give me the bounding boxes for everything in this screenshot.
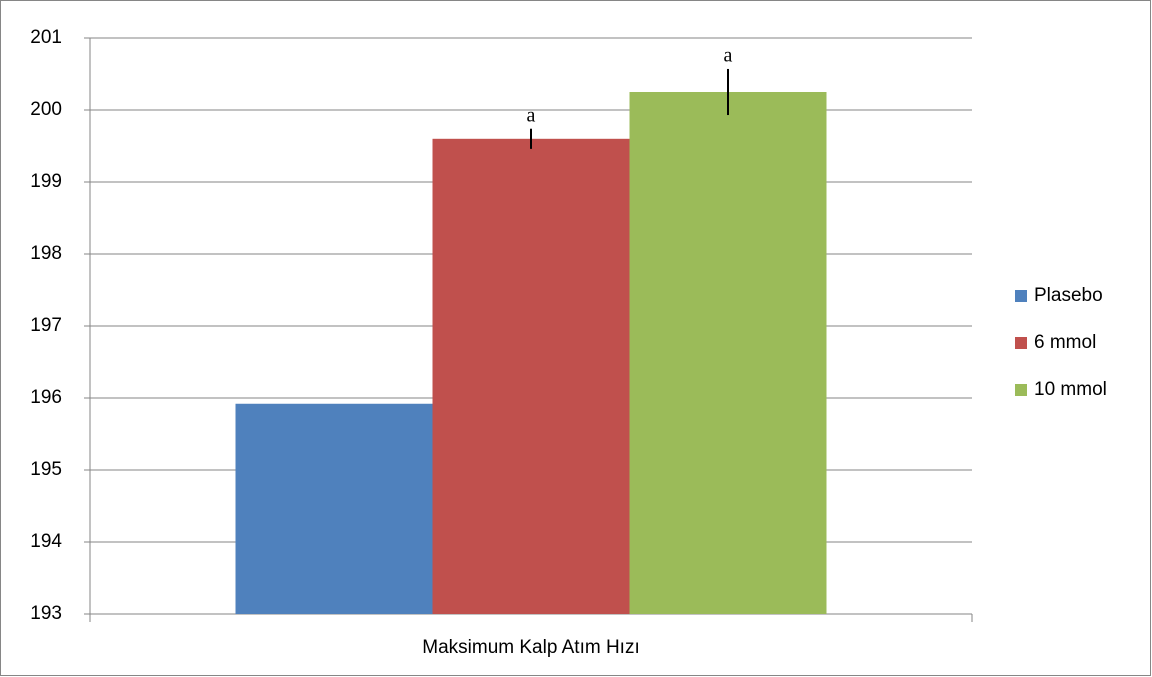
bar	[629, 92, 827, 614]
y-tick-label: 201	[30, 27, 62, 48]
legend-label: 6 mmol	[1034, 332, 1096, 353]
legend-swatch	[1015, 290, 1027, 302]
y-tick-label: 193	[30, 603, 62, 624]
legend-swatch	[1015, 384, 1027, 396]
legend-label: Plasebo	[1034, 285, 1103, 306]
legend-swatch	[1015, 337, 1027, 349]
x-tick-label: Maksimum Kalp Atım Hızı	[422, 637, 640, 658]
y-tick-label: 196	[30, 387, 62, 408]
bar	[432, 138, 630, 615]
y-tick-label: 198	[30, 243, 62, 264]
y-tick-label: 199	[30, 171, 62, 192]
y-tick-label: 194	[30, 531, 62, 552]
legend-label: 10 mmol	[1034, 379, 1107, 400]
bar	[235, 403, 433, 614]
y-tick-label: 200	[30, 99, 62, 120]
y-tick-label: 195	[30, 459, 62, 480]
annotation: a	[527, 104, 536, 126]
y-tick-label: 197	[30, 315, 62, 336]
annotation: a	[724, 45, 733, 67]
